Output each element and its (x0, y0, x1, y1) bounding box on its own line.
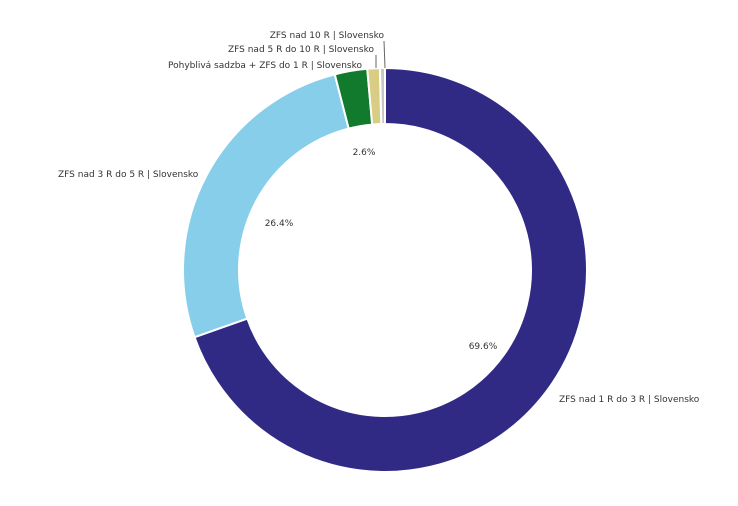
slice-2[interactable] (182, 73, 350, 339)
slice-1-value-label: 69.6% (469, 342, 498, 352)
slice-5-category-label: ZFS nad 10 R | Slovensko (270, 31, 385, 41)
slice-2-value-label: 26.4% (265, 219, 294, 229)
slice-4-category-label: ZFS nad 5 R do 10 R | Slovensko (228, 45, 375, 55)
slice-2-category-label: ZFS nad 3 R do 5 R | Slovensko (58, 170, 199, 180)
slice-3-category-label: Pohyblivá sadzba + ZFS do 1 R | Slovensk… (168, 61, 362, 71)
slice-1-category-label: ZFS nad 1 R do 3 R | Slovensko (559, 395, 700, 405)
slice-1[interactable] (193, 67, 588, 473)
slice-5-leader-line (383, 40, 386, 69)
slice-3-value-label: 2.6% (353, 148, 376, 158)
slice-5[interactable] (378, 67, 386, 126)
